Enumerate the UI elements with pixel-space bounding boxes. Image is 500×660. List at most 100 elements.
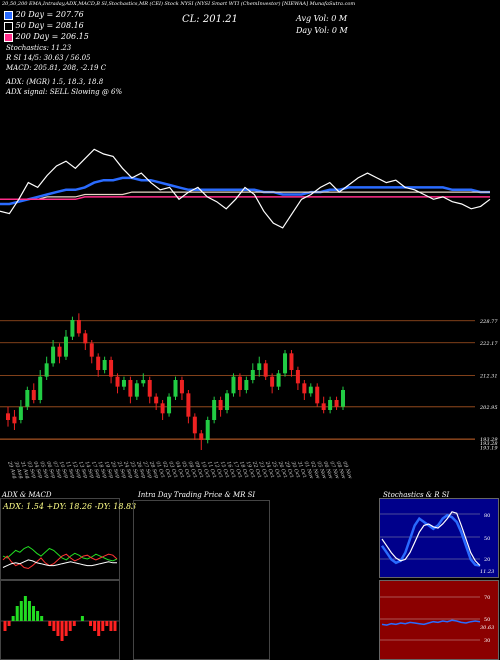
- date-label: 04 Oct: [174, 461, 186, 480]
- ema200-label: 200 Day = 206.15: [15, 32, 89, 41]
- stoch-level-50: 50: [484, 536, 491, 542]
- candle-body: [31, 390, 36, 400]
- candle-body: [263, 363, 268, 377]
- date-label: 03 Oct: [167, 461, 179, 480]
- rsi-level-30: 30: [484, 638, 491, 644]
- candle-body: [315, 386, 320, 404]
- macd-bar: [11, 616, 15, 621]
- ema20-legend: 20 Day = 207.76: [4, 10, 84, 20]
- candle-body: [141, 380, 146, 384]
- candle-body: [192, 416, 197, 434]
- date-label: 09 Nov: [341, 461, 353, 480]
- date-label: 17 Oct: [232, 461, 244, 480]
- candle-body: [6, 413, 10, 420]
- ema-lines-group: [0, 148, 491, 229]
- macd-bar: [64, 621, 68, 636]
- date-label: 11 Oct: [206, 461, 218, 480]
- candle-body: [244, 380, 249, 390]
- rsi-readout: R SI 14/5: 30.63 / 56.05: [6, 54, 91, 62]
- candle-body: [270, 376, 275, 387]
- date-label: 05 Oct: [180, 461, 192, 480]
- adx-series-line: [2, 559, 117, 568]
- date-label: 15 Oct: [219, 461, 231, 480]
- macd-panel: [0, 580, 120, 660]
- rsi-svg: [380, 596, 481, 641]
- date-label: 02 Oct: [161, 461, 173, 480]
- date-label: 17 Sep: [90, 461, 102, 480]
- date-label: 04 Sep: [32, 461, 44, 480]
- stochastics-readout: Stochastics: 11.23: [6, 44, 72, 52]
- candle-body: [63, 336, 68, 357]
- ema50-label: 50 Day = 208.16: [15, 21, 84, 30]
- level-label: 193.29: [480, 437, 498, 443]
- adx-series-line: [2, 553, 118, 570]
- macd-svg: [1, 596, 119, 641]
- candle-body: [51, 346, 56, 364]
- date-label: 30 Aug: [13, 461, 25, 480]
- macd-bar: [105, 621, 109, 626]
- candlestick-chart: 228.77 222.17 212.31 202.95 193.29193.28193.…: [0, 313, 498, 451]
- adx-lines-group: [2, 546, 118, 570]
- ema50-legend: 50 Day = 208.16: [4, 21, 84, 31]
- avg-volume: Avg Vol: 0 M: [296, 14, 348, 23]
- macd-bar: [7, 621, 11, 626]
- close-price: CL: 201.21: [182, 14, 238, 25]
- macd-bar: [36, 611, 40, 621]
- candle-body: [102, 360, 107, 370]
- intraday-title: Intra Day Trading Price & MR SI: [138, 491, 256, 499]
- date-label: 10 Oct: [199, 461, 211, 480]
- macd-bar: [23, 596, 27, 621]
- level-label: 193.19: [480, 445, 498, 451]
- adx-macd-title: ADX & MACD: [2, 491, 52, 499]
- macd-bar: [80, 616, 84, 621]
- candle-body: [128, 380, 133, 397]
- rsi-level-70: 70: [484, 595, 491, 601]
- chart-header-line: 20,50,200 EMA,Intraday,ADX,MACD,B SI,Sto…: [2, 1, 356, 7]
- adx-panel-label: ADX: 1.54 +DY: 18.26 -DY: 18.83: [3, 502, 137, 511]
- price-ema-chart: [0, 148, 491, 229]
- macd-bars-group: [1, 596, 119, 641]
- date-label: 30 Oct: [290, 461, 302, 480]
- day-volume: Day Vol: 0 M: [296, 26, 348, 35]
- date-label: 14 Sep: [83, 461, 95, 480]
- candle-body: [225, 393, 230, 410]
- adx-readout: ADX: (MGR) 1.5, 18.3, 18.8: [6, 78, 104, 86]
- candle-body: [109, 360, 114, 377]
- ema20-line: [0, 176, 490, 206]
- date-label: 18 Sep: [96, 461, 108, 480]
- date-label: 01 Oct: [154, 461, 166, 480]
- candle-body: [121, 380, 126, 387]
- rsi-value: 30.63: [480, 625, 495, 631]
- candle-body: [302, 383, 307, 394]
- level-label: 193.28: [480, 441, 498, 447]
- candle-body: [295, 370, 300, 384]
- candle-body: [89, 343, 94, 357]
- candle-body: [218, 400, 223, 410]
- stoch-rsi-title: Stochastics & R SI: [383, 491, 450, 499]
- macd-bar: [68, 621, 72, 631]
- candle-body: [96, 356, 101, 370]
- date-label: 03 Sep: [25, 461, 37, 480]
- adx-series-line: [2, 546, 118, 562]
- ema200-line: [0, 196, 490, 201]
- date-label: 31 Oct: [296, 461, 308, 480]
- macd-bar: [89, 621, 93, 626]
- candle-body: [115, 376, 120, 387]
- date-label: 01 Nov: [302, 461, 314, 480]
- candle-body: [44, 363, 49, 377]
- macd-bar: [52, 621, 56, 631]
- rsi-panel: 70 50 30 30.63: [379, 580, 499, 660]
- date-label: 16 Oct: [225, 461, 237, 480]
- candle-body: [289, 353, 294, 370]
- macd-bar: [113, 621, 117, 631]
- candle-body: [237, 376, 242, 390]
- candle-body: [38, 376, 43, 400]
- macd-bar: [40, 616, 44, 621]
- ema50-swatch: [4, 21, 13, 31]
- candle-body: [25, 390, 30, 407]
- date-label: 18 Oct: [238, 461, 250, 480]
- price-line: [0, 148, 491, 229]
- candle-body: [276, 373, 281, 387]
- level-label: 222.17: [479, 341, 498, 347]
